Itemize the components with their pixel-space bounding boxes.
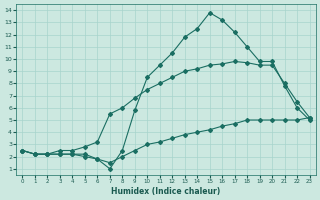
X-axis label: Humidex (Indice chaleur): Humidex (Indice chaleur) <box>111 187 221 196</box>
